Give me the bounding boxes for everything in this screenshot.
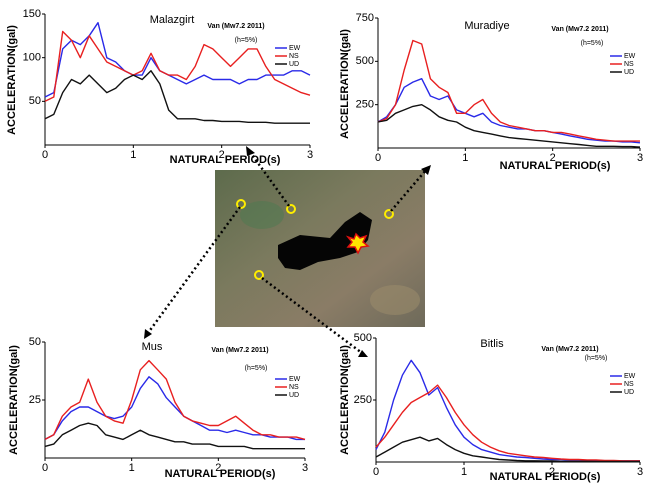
series-line (376, 385, 640, 461)
arrowhead (144, 329, 152, 339)
y-tick-label: 500 (356, 55, 374, 67)
x-tick-label: 1 (129, 462, 135, 474)
chart-subtitle: Van (Mw7.2 2011) (551, 26, 608, 33)
chart-subtitle: Van (Mw7.2 2011) (211, 347, 268, 354)
x-tick-label: 3 (637, 152, 643, 164)
legend-label: EW (289, 45, 301, 52)
series-line (378, 41, 640, 142)
y-tick-label: 25 (29, 394, 41, 406)
chart-title: Malazgirt (150, 14, 195, 26)
y-tick-label: 50 (29, 336, 41, 348)
legend-label: NS (289, 53, 299, 60)
y-axis-label: ACCELERATION(gal) (339, 29, 351, 139)
y-tick-label: 500 (354, 332, 372, 344)
chart-title: Mus (142, 341, 163, 353)
y-axis-label: ACCELERATION(gal) (6, 25, 18, 135)
map (144, 146, 431, 357)
series-line (378, 79, 640, 143)
y-tick-label: 250 (354, 394, 372, 406)
terrain-patch (370, 285, 420, 315)
x-tick-label: 1 (462, 152, 468, 164)
legend-label: NS (624, 61, 634, 68)
annotation: (h=5%) (245, 365, 268, 372)
y-tick-label: 150 (23, 8, 41, 20)
figure: 501001500123EWNSUDMalazgirtVan (Mw7.2 20… (0, 0, 649, 490)
x-axis-label: NATURAL PERIOD(s) (165, 468, 276, 480)
chart-subtitle: Van (Mw7.2 2011) (207, 23, 264, 30)
series-line (45, 377, 305, 440)
x-tick-label: 1 (130, 149, 136, 161)
x-tick-label: 3 (307, 149, 313, 161)
x-axis-label: NATURAL PERIOD(s) (170, 154, 281, 166)
series-line (45, 23, 310, 97)
y-tick-label: 50 (29, 95, 41, 107)
x-tick-label: 0 (375, 152, 381, 164)
x-tick-label: 0 (42, 462, 48, 474)
chart-title: Bitlis (480, 338, 504, 350)
legend-label: NS (624, 381, 634, 388)
x-tick-label: 0 (42, 149, 48, 161)
series-line (45, 71, 310, 123)
annotation: (h=5%) (585, 355, 608, 362)
y-axis-label: ACCELERATION(gal) (8, 345, 20, 455)
y-tick-label: 250 (356, 99, 374, 111)
series-line (376, 437, 640, 461)
x-tick-label: 3 (302, 462, 308, 474)
series-line (45, 32, 310, 102)
legend-label: EW (624, 53, 636, 60)
y-axis-label: ACCELERATION(gal) (339, 345, 351, 455)
x-tick-label: 3 (637, 466, 643, 478)
x-tick-label: 1 (461, 466, 467, 478)
x-axis-label: NATURAL PERIOD(s) (490, 471, 601, 483)
series-line (45, 361, 305, 440)
legend-label: UD (624, 389, 634, 396)
legend-label: EW (624, 373, 636, 380)
y-tick-label: 750 (356, 12, 374, 24)
annotation: (h=5%) (235, 37, 258, 44)
legend-label: NS (289, 384, 299, 391)
x-axis-label: NATURAL PERIOD(s) (500, 160, 611, 172)
terrain-patch (240, 201, 284, 229)
series-line (376, 360, 640, 461)
legend-label: UD (289, 61, 299, 68)
x-tick-label: 0 (373, 466, 379, 478)
legend-label: EW (289, 376, 301, 383)
annotation: (h=5%) (581, 40, 604, 47)
legend-label: UD (289, 392, 299, 399)
y-tick-label: 100 (23, 52, 41, 64)
chart-subtitle: Van (Mw7.2 2011) (541, 346, 598, 353)
legend-label: UD (624, 69, 634, 76)
chart-title: Muradiye (464, 20, 509, 32)
